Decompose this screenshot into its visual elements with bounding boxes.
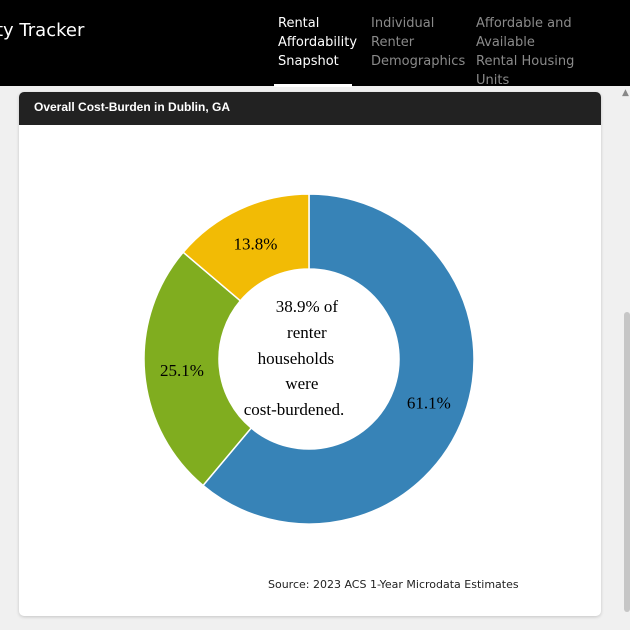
tab-rental-affordability-snapshot[interactable]: Rental Affordability Snapshot (278, 14, 357, 71)
center-text-line: renter (287, 323, 327, 342)
center-text: 38.9% of renter households were cost-bur… (244, 297, 345, 419)
source-note: Source: 2023 ACS 1-Year Microdata Estima… (268, 578, 519, 591)
top-nav-bar: ty Tracker Rental Affordability Snapshot… (0, 0, 630, 88)
tab-label-line: Renter (371, 35, 415, 50)
slice-label: 25.1% (160, 361, 204, 380)
tab-label-line: Rental Housing (476, 54, 575, 69)
active-tab-indicator (274, 84, 352, 87)
tab-label-line: Units (476, 73, 510, 88)
slice-label: 61.1% (407, 394, 451, 413)
app-title: ty Tracker (0, 20, 85, 41)
donut-slice[interactable] (182, 193, 310, 302)
donut-hole (219, 269, 399, 449)
card-header: Overall Cost-Burden in Dublin, GA (19, 92, 601, 125)
chart-card: Overall Cost-Burden in Dublin, GA 61.1% 2… (19, 92, 601, 616)
tab-label-line: Rental (278, 16, 320, 31)
card-title: Overall Cost-Burden in Dublin, GA (34, 100, 231, 114)
center-text-line: were (285, 374, 318, 393)
center-text-line: 38.9% of (276, 297, 339, 316)
tab-label-line: Individual (371, 16, 435, 31)
tab-label-line: Demographics (371, 54, 466, 69)
center-text-line: households (258, 349, 335, 368)
donut-chart: 61.1% 25.1% 13.8% 38.9% of renter househol… (143, 193, 475, 525)
slice-label: 13.8% (233, 234, 277, 253)
tab-individual-renter-demographics[interactable]: Individual Renter Demographics (371, 14, 465, 71)
scroll-up-arrow-icon[interactable]: ▲ (622, 88, 629, 98)
tab-label-line: Affordability (278, 35, 358, 50)
center-text-line: cost-burdened. (244, 400, 345, 419)
tab-affordable-available-units[interactable]: Affordable and Available Rental Housing … (476, 14, 630, 90)
tab-label-line: Affordable and Available (476, 16, 572, 50)
tab-label-line: Snapshot (278, 54, 339, 69)
scrollbar-thumb[interactable] (624, 312, 630, 612)
